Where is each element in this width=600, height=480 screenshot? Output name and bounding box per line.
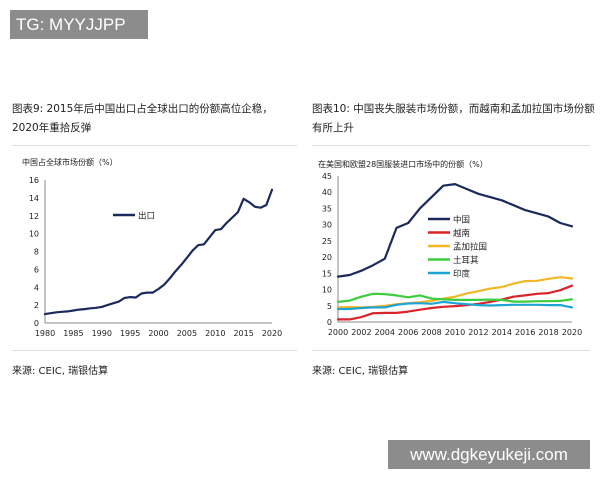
x-tick-label: 2016 xyxy=(515,328,535,337)
y-tick-label: 10 xyxy=(322,286,332,295)
divider xyxy=(312,145,590,146)
x-tick-label: 2010 xyxy=(205,329,225,338)
legend-label: 中国 xyxy=(453,215,470,226)
x-tick-label: 2010 xyxy=(445,328,465,337)
y-tick-label: 16 xyxy=(29,176,39,185)
x-tick-label: 2020 xyxy=(262,329,282,338)
chart1-title: 图表9: 2015年后中国出口占全球出口的份额高位企稳，2020年重拾反弹 xyxy=(12,103,273,134)
chart2-title: 图表10: 中国丧失服装市场份额，而越南和孟加拉国市场份额有所上升 xyxy=(312,103,595,134)
x-tick-label: 2000 xyxy=(328,328,348,337)
x-tick-label: 2006 xyxy=(398,328,418,337)
y-axis-label: 中国占全球市场份额（%） xyxy=(22,157,118,167)
chart1-source: 来源: CEIC, 瑞银估算 xyxy=(12,366,109,377)
y-tick-label: 5 xyxy=(327,302,332,311)
y-tick-label: 40 xyxy=(322,188,332,197)
y-tick-label: 45 xyxy=(322,172,332,181)
watermark-top: TG: MYYJJPP xyxy=(10,10,148,39)
y-tick-label: 15 xyxy=(322,269,332,278)
x-tick-label: 2008 xyxy=(421,328,441,337)
y-tick-label: 4 xyxy=(34,283,39,292)
y-tick-label: 6 xyxy=(34,265,39,274)
x-tick-label: 2018 xyxy=(538,328,558,337)
y-tick-label: 0 xyxy=(34,319,39,328)
divider xyxy=(12,350,297,351)
y-tick-label: 8 xyxy=(34,248,39,257)
y-tick-label: 35 xyxy=(322,204,332,213)
x-tick-label: 1980 xyxy=(35,329,55,338)
y-tick-label: 30 xyxy=(322,221,332,230)
series-line-0 xyxy=(43,188,274,316)
y-axis-label: 在美国和欧盟28国服装进口市场中的份额（%） xyxy=(318,159,488,169)
series-line-1 xyxy=(336,284,574,321)
x-tick-label: 2015 xyxy=(233,329,253,338)
series-line-0 xyxy=(336,183,574,278)
chart2-source: 来源: CEIC, 瑞银估算 xyxy=(312,366,409,377)
series-line-3 xyxy=(336,292,574,303)
x-tick-label: 2005 xyxy=(177,329,197,338)
x-tick-label: 2012 xyxy=(468,328,488,337)
x-tick-label: 1990 xyxy=(92,329,112,338)
x-tick-label: 2014 xyxy=(492,328,512,337)
y-tick-label: 20 xyxy=(322,253,332,262)
legend-label: 孟加拉国 xyxy=(453,242,487,253)
watermark-bottom: www.dgkeyukeji.com xyxy=(388,440,590,469)
y-tick-label: 14 xyxy=(29,194,39,203)
y-tick-label: 2 xyxy=(34,301,39,310)
x-tick-label: 2000 xyxy=(148,329,168,338)
x-tick-label: 1985 xyxy=(63,329,83,338)
legend-label: 印度 xyxy=(453,269,471,280)
y-tick-label: 25 xyxy=(322,237,332,246)
x-tick-label: 2020 xyxy=(562,328,582,337)
x-tick-label: 1995 xyxy=(120,329,140,338)
series-line-4 xyxy=(336,300,574,311)
x-tick-label: 2004 xyxy=(375,328,395,337)
legend-label: 出口 xyxy=(138,211,155,222)
divider xyxy=(12,145,297,146)
divider xyxy=(312,350,590,351)
y-tick-label: 0 xyxy=(327,318,332,327)
y-tick-label: 12 xyxy=(29,212,39,221)
legend-label: 土耳其 xyxy=(453,255,479,266)
y-tick-label: 10 xyxy=(29,230,39,239)
legend-label: 越南 xyxy=(453,228,470,239)
x-tick-label: 2002 xyxy=(351,328,371,337)
